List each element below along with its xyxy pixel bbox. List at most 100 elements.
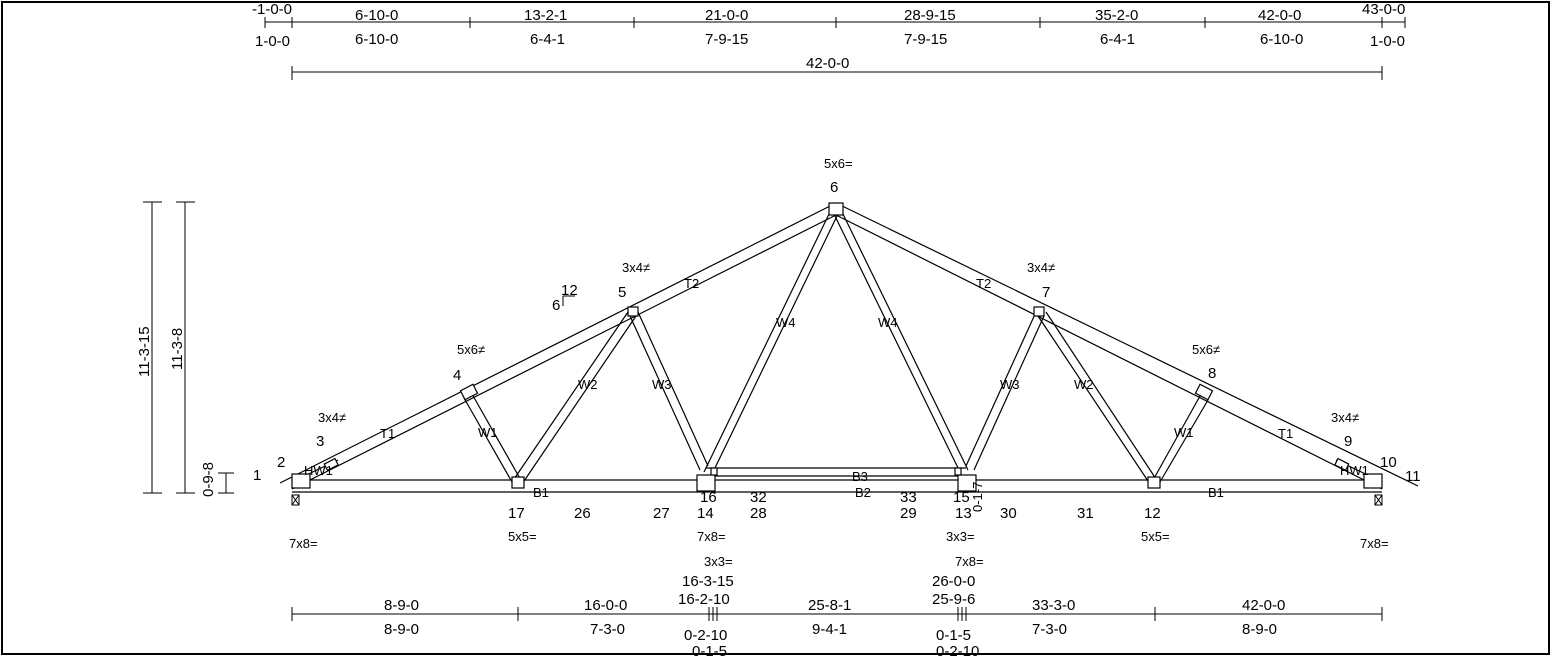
webs <box>299 211 1375 485</box>
plate-10: 7x8= <box>1360 536 1389 551</box>
top-span-2: 6-10-0 <box>355 31 398 48</box>
member-b3: B3 <box>852 469 868 484</box>
top-dim-7: 42-0-0 <box>1258 7 1301 24</box>
bottom-dim-2: 16-0-0 <box>584 597 627 614</box>
top-span-3: 6-4-1 <box>530 31 565 48</box>
panel-29: 29 <box>900 505 917 522</box>
top-dimension-lines <box>264 17 1406 80</box>
member-w2-right: W2 <box>1074 377 1094 392</box>
joint-6: 6 <box>830 179 838 196</box>
vertical-offset-label: 0-1-7 <box>970 482 985 512</box>
bottom-span-5: 8-9-0 <box>1242 621 1277 638</box>
joint-9: 9 <box>1344 433 1352 450</box>
plate-16: 3x3= <box>704 554 733 569</box>
joint-14: 14 <box>697 505 714 522</box>
plate-2: 7x8= <box>289 536 318 551</box>
member-b1-right: B1 <box>1208 485 1224 500</box>
plate-12: 5x5= <box>1141 529 1170 544</box>
panel-32: 32 <box>750 489 767 506</box>
bottom-stack-right-3: 0-1-5 <box>936 627 971 644</box>
bottom-dim-1: 8-9-0 <box>384 597 419 614</box>
plate-17: 5x5= <box>508 529 537 544</box>
member-t2-right: T2 <box>976 276 991 291</box>
bottom-dim-5: 42-0-0 <box>1242 597 1285 614</box>
bottom-stack-right-2: 25-9-6 <box>932 591 975 608</box>
bottom-stack-left-3: 0-2-10 <box>684 627 727 644</box>
top-span-8: 1-0-0 <box>1370 33 1405 50</box>
joint-5: 5 <box>618 284 626 301</box>
joint-1: 1 <box>253 467 261 484</box>
pitch-symbol <box>562 295 575 306</box>
top-span-4: 7-9-15 <box>705 31 748 48</box>
inner-height-label: 11-3-8 <box>169 328 186 370</box>
plate-4: 5x6≠ <box>457 342 485 357</box>
joint-13: 13 <box>955 505 972 522</box>
joint-16: 16 <box>700 489 717 506</box>
bottom-span-3: 9-4-1 <box>812 621 847 638</box>
member-w1-right: W1 <box>1174 425 1194 440</box>
bottom-dimension-lines <box>291 607 1383 621</box>
bottom-span-2: 7-3-0 <box>590 621 625 638</box>
bottom-span-4: 7-3-0 <box>1032 621 1067 638</box>
joint-17: 17 <box>508 505 525 522</box>
top-dim-4: 21-0-0 <box>705 7 748 24</box>
member-t2-left: T2 <box>684 276 699 291</box>
top-span-1: 1-0-0 <box>255 33 290 50</box>
joint-4: 4 <box>453 367 461 384</box>
bottom-stack-left-2: 16-2-10 <box>678 591 730 608</box>
top-span-7: 6-10-0 <box>1260 31 1303 48</box>
plate-8: 5x6≠ <box>1192 342 1220 357</box>
plate-6: 5x6= <box>824 156 853 171</box>
top-dim-1: -1-0-0 <box>252 1 292 18</box>
joint-15: 15 <box>953 489 970 506</box>
top-chord <box>279 202 1419 490</box>
member-b1-left: B1 <box>533 485 549 500</box>
member-b2: B2 <box>855 485 871 500</box>
member-w1-left: W1 <box>478 425 498 440</box>
top-dim-3: 13-2-1 <box>524 7 567 24</box>
top-dim-5: 28-9-15 <box>904 7 956 24</box>
overall-span: 42-0-0 <box>806 55 849 72</box>
member-hw1-right: HW1 <box>1340 463 1369 478</box>
top-dim-6: 35-2-0 <box>1095 7 1138 24</box>
joint-7: 7 <box>1042 284 1050 301</box>
joint-8: 8 <box>1208 365 1216 382</box>
panel-30: 30 <box>1000 505 1017 522</box>
top-dim-2: 6-10-0 <box>355 7 398 24</box>
heel-height-label: 0-9-8 <box>200 462 217 497</box>
panel-28: 28 <box>750 505 767 522</box>
panel-31: 31 <box>1077 505 1094 522</box>
bearings <box>291 494 1383 506</box>
bottom-stack-left-4: 0-1-5 <box>692 643 727 660</box>
bottom-span-1: 8-9-0 <box>384 621 419 638</box>
bottom-stack-right-1: 26-0-0 <box>932 573 975 590</box>
joint-11: 11 <box>1405 468 1421 485</box>
member-t1-left: T1 <box>380 426 395 441</box>
top-span-5: 7-9-15 <box>904 31 947 48</box>
plate-14: 7x8= <box>697 529 726 544</box>
joint-12: 12 <box>1144 505 1161 522</box>
bottom-dim-4: 33-3-0 <box>1032 597 1075 614</box>
bottom-stack-left-1: 16-3-15 <box>682 573 734 590</box>
pitch-rise: 6 <box>552 297 560 314</box>
plate-5: 3x4≠ <box>622 260 650 275</box>
member-w4-left: W4 <box>776 315 796 330</box>
plate-15: 7x8= <box>955 554 984 569</box>
panel-26: 26 <box>574 505 591 522</box>
member-w4-right: W4 <box>878 315 898 330</box>
bottom-dim-3: 25-8-1 <box>808 597 851 614</box>
member-hw1-left: HW1 <box>304 463 333 478</box>
plate-3: 3x4≠ <box>318 410 346 425</box>
top-dim-8: 43-0-0 <box>1362 1 1405 18</box>
height-dimension-lines <box>143 201 234 494</box>
plate-7: 3x4≠ <box>1027 260 1055 275</box>
pitch-run: 12 <box>561 282 578 299</box>
member-w3-right: W3 <box>1000 377 1020 392</box>
plate-13: 3x3= <box>946 529 975 544</box>
panel-33: 33 <box>900 489 917 506</box>
plates <box>291 202 1383 492</box>
joint-3: 3 <box>316 433 324 450</box>
plate-9: 3x4≠ <box>1331 410 1359 425</box>
